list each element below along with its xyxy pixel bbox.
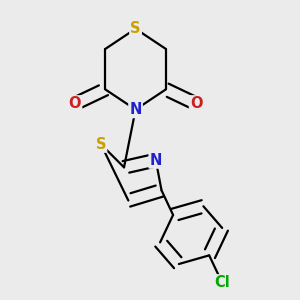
Text: S: S bbox=[130, 21, 141, 36]
Text: S: S bbox=[96, 137, 106, 152]
Text: O: O bbox=[69, 96, 81, 111]
Text: N: N bbox=[150, 153, 162, 168]
Text: O: O bbox=[190, 96, 203, 111]
Text: Cl: Cl bbox=[214, 275, 230, 290]
Text: N: N bbox=[129, 102, 142, 117]
